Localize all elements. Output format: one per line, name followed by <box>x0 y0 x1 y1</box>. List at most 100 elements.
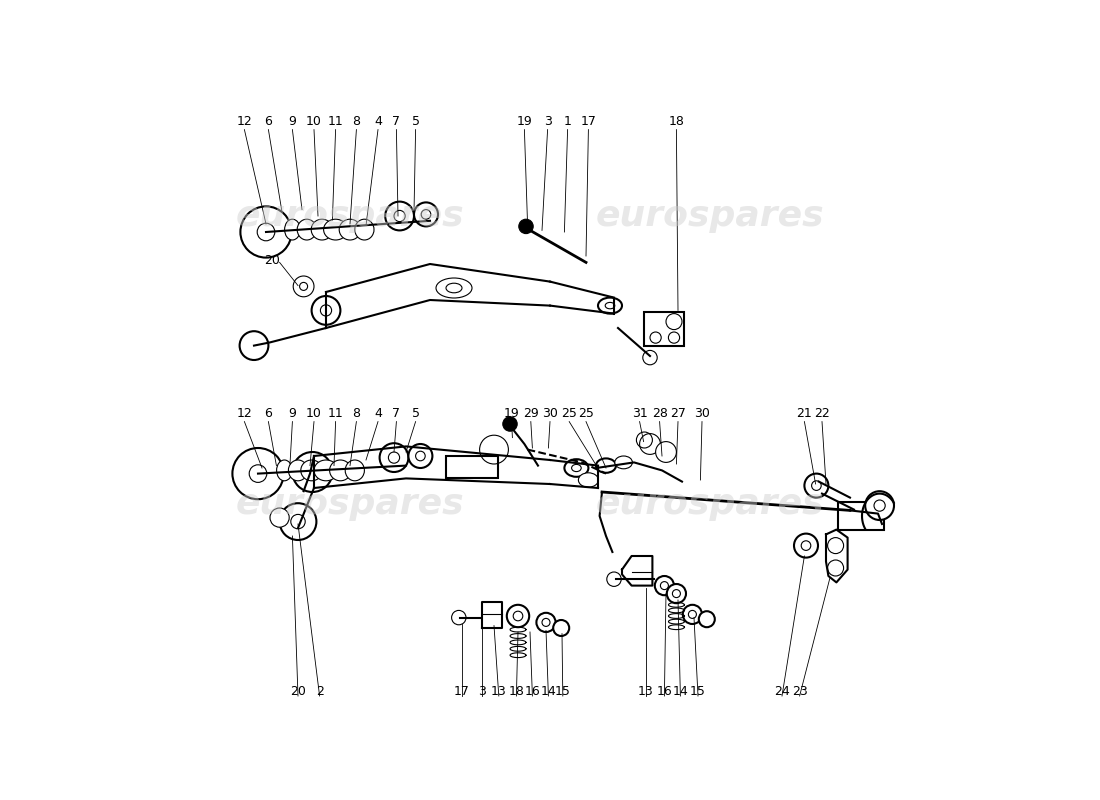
Circle shape <box>654 576 674 595</box>
Circle shape <box>270 508 289 527</box>
Ellipse shape <box>615 456 632 469</box>
Ellipse shape <box>564 459 589 477</box>
Circle shape <box>293 452 332 492</box>
Ellipse shape <box>323 219 348 240</box>
Text: 1: 1 <box>563 115 572 128</box>
Text: eurospares: eurospares <box>235 487 464 521</box>
Circle shape <box>553 620 569 636</box>
Text: 17: 17 <box>581 115 596 128</box>
Ellipse shape <box>355 219 374 240</box>
Circle shape <box>827 538 844 554</box>
Text: 4: 4 <box>374 115 382 128</box>
Text: 10: 10 <box>306 407 322 420</box>
Text: 12: 12 <box>236 115 252 128</box>
FancyBboxPatch shape <box>645 312 684 346</box>
Circle shape <box>452 610 466 625</box>
Circle shape <box>379 443 408 472</box>
Ellipse shape <box>300 460 322 481</box>
Text: 25: 25 <box>561 407 578 420</box>
Text: 6: 6 <box>264 407 273 420</box>
Text: 24: 24 <box>774 685 790 698</box>
Text: eurospares: eurospares <box>596 199 824 233</box>
Text: eurospares: eurospares <box>596 487 824 521</box>
Ellipse shape <box>436 278 472 298</box>
Text: 14: 14 <box>540 685 557 698</box>
Circle shape <box>507 605 529 627</box>
Text: 5: 5 <box>411 115 419 128</box>
Text: 9: 9 <box>288 407 296 420</box>
Text: 8: 8 <box>352 115 361 128</box>
Ellipse shape <box>579 473 598 487</box>
Circle shape <box>241 206 292 258</box>
Ellipse shape <box>285 219 300 240</box>
Text: 16: 16 <box>657 685 672 698</box>
Text: 13: 13 <box>491 685 507 698</box>
Text: 20: 20 <box>290 685 306 698</box>
Circle shape <box>385 202 414 230</box>
Circle shape <box>639 434 660 454</box>
Text: 10: 10 <box>306 115 322 128</box>
Text: 4: 4 <box>374 407 382 420</box>
Text: 29: 29 <box>522 407 539 420</box>
Text: 8: 8 <box>352 407 361 420</box>
Circle shape <box>311 296 340 325</box>
Text: 16: 16 <box>525 685 540 698</box>
Text: 3: 3 <box>478 685 486 698</box>
FancyBboxPatch shape <box>838 502 884 530</box>
Circle shape <box>642 350 657 365</box>
Circle shape <box>279 503 317 540</box>
Text: 18: 18 <box>508 685 525 698</box>
Circle shape <box>294 276 313 297</box>
Circle shape <box>698 611 715 627</box>
Circle shape <box>408 444 432 468</box>
Text: 30: 30 <box>694 407 710 420</box>
Text: 17: 17 <box>454 685 470 698</box>
Ellipse shape <box>297 219 317 240</box>
Circle shape <box>519 219 534 234</box>
Circle shape <box>414 202 438 226</box>
Ellipse shape <box>345 460 364 481</box>
Circle shape <box>656 442 676 462</box>
Ellipse shape <box>311 219 333 240</box>
Text: 23: 23 <box>792 685 807 698</box>
Text: 22: 22 <box>814 407 829 420</box>
Text: 15: 15 <box>690 685 706 698</box>
Ellipse shape <box>596 458 616 473</box>
Circle shape <box>666 314 682 330</box>
Text: 9: 9 <box>288 115 296 128</box>
Circle shape <box>667 584 686 603</box>
Circle shape <box>240 331 268 360</box>
Text: 15: 15 <box>554 685 571 698</box>
Circle shape <box>232 448 284 499</box>
Text: 20: 20 <box>264 254 279 266</box>
Text: 5: 5 <box>411 407 419 420</box>
Circle shape <box>537 613 556 632</box>
Text: 25: 25 <box>579 407 594 420</box>
Circle shape <box>607 572 621 586</box>
Ellipse shape <box>330 460 351 481</box>
Text: 19: 19 <box>517 115 532 128</box>
Ellipse shape <box>314 460 338 481</box>
Ellipse shape <box>598 298 622 314</box>
Circle shape <box>827 560 844 576</box>
Text: 7: 7 <box>393 407 400 420</box>
Ellipse shape <box>276 460 293 481</box>
Circle shape <box>683 605 702 624</box>
Text: eurospares: eurospares <box>235 199 464 233</box>
Circle shape <box>503 417 517 431</box>
Ellipse shape <box>288 460 308 481</box>
Text: 18: 18 <box>669 115 684 128</box>
Text: 12: 12 <box>236 407 252 420</box>
Text: 11: 11 <box>328 407 343 420</box>
Circle shape <box>804 474 828 498</box>
Text: 6: 6 <box>264 115 273 128</box>
FancyBboxPatch shape <box>446 456 498 478</box>
Circle shape <box>866 491 894 520</box>
Text: 7: 7 <box>393 115 400 128</box>
Text: 31: 31 <box>631 407 648 420</box>
Ellipse shape <box>339 219 361 240</box>
Text: 13: 13 <box>638 685 653 698</box>
Text: 2: 2 <box>316 685 323 698</box>
Text: 27: 27 <box>670 407 686 420</box>
Text: 28: 28 <box>651 407 668 420</box>
